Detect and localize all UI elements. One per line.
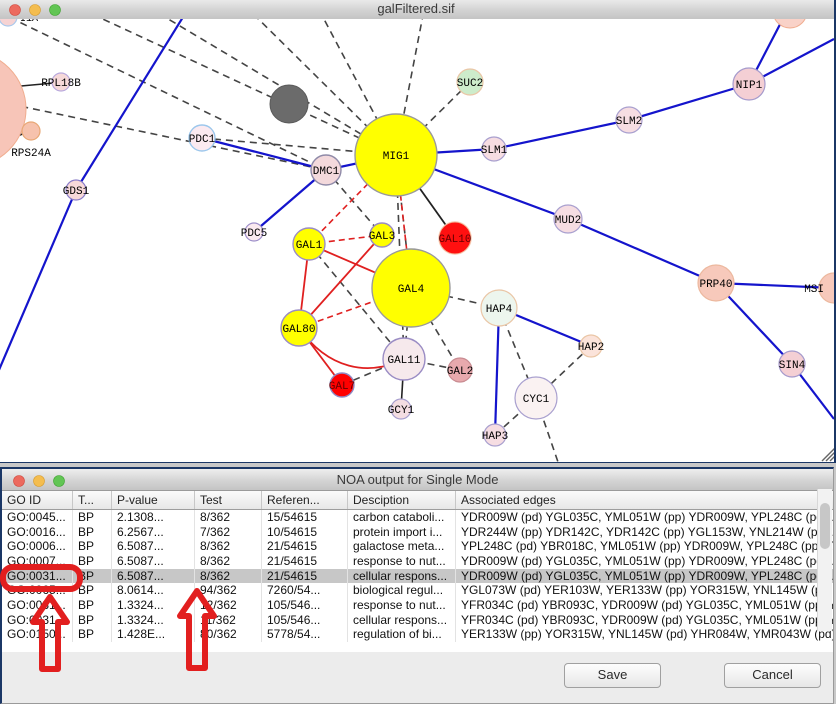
- svg-text:DMC1: DMC1: [313, 166, 340, 178]
- svg-text:MSI: MSI: [804, 284, 824, 296]
- svg-text:GAL80: GAL80: [282, 324, 315, 336]
- svg-text:MIG1: MIG1: [383, 151, 410, 163]
- svg-text:GAL3: GAL3: [369, 231, 395, 243]
- svg-text:GAL1: GAL1: [296, 240, 323, 252]
- svg-text:RPL18B: RPL18B: [41, 78, 81, 90]
- svg-text:GCY1: GCY1: [388, 405, 415, 417]
- svg-text:HAP4: HAP4: [486, 304, 513, 316]
- svg-text:MUD2: MUD2: [555, 215, 581, 227]
- svg-text:GAL7: GAL7: [329, 381, 355, 393]
- svg-text:RPS24A: RPS24A: [11, 148, 51, 160]
- svg-text:HAP2: HAP2: [578, 342, 604, 354]
- svg-text:NIP1: NIP1: [736, 80, 763, 92]
- svg-text:GAL11: GAL11: [387, 355, 420, 367]
- svg-text:SUC2: SUC2: [457, 78, 483, 90]
- svg-text:PRP40: PRP40: [699, 279, 732, 291]
- svg-text:GAL10: GAL10: [438, 234, 471, 246]
- svg-text:SLM2: SLM2: [616, 116, 642, 128]
- svg-text:GDS1: GDS1: [63, 186, 90, 198]
- svg-text:PDC1: PDC1: [189, 134, 216, 146]
- svg-text:SIN4: SIN4: [779, 360, 806, 372]
- svg-text:GAL4: GAL4: [398, 284, 425, 296]
- svg-text:CYC1: CYC1: [523, 394, 550, 406]
- svg-text:I1A: I1A: [20, 19, 38, 25]
- svg-text:SLM1: SLM1: [481, 145, 508, 157]
- svg-text:PDC5: PDC5: [241, 228, 267, 240]
- svg-text:GAL2: GAL2: [447, 366, 473, 378]
